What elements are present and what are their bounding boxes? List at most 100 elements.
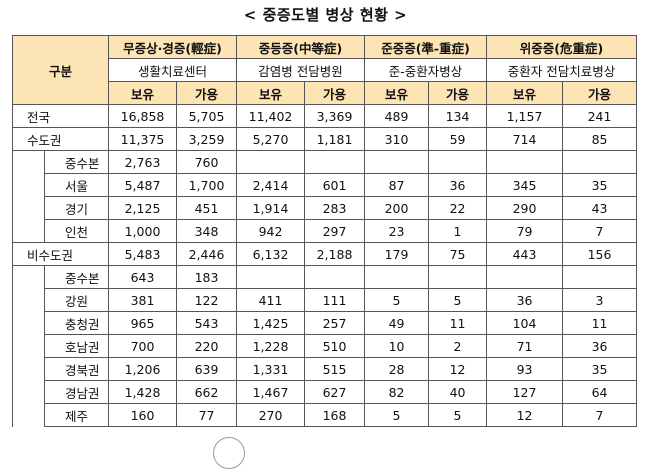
value-cell: 93 xyxy=(486,357,564,381)
value-cell xyxy=(428,150,488,174)
scroll-to-top-button[interactable] xyxy=(213,437,245,469)
value-cell xyxy=(304,265,366,289)
region-cell: 제주 xyxy=(43,403,110,427)
region-cell: 중수본 xyxy=(43,265,110,289)
region-cell: 수도권 xyxy=(11,127,110,151)
value-cell: 2 xyxy=(428,334,488,358)
value-cell: 2,414 xyxy=(236,173,306,197)
region-cell: 호남권 xyxy=(43,334,110,358)
value-cell: 200 xyxy=(364,196,430,220)
value-cell: 451 xyxy=(176,196,238,220)
value-cell xyxy=(236,265,306,289)
value-cell: 543 xyxy=(176,311,238,335)
value-cell: 5 xyxy=(428,288,488,312)
table-row: 전국 16,858 5,705 11,402 3,369 489 134 1,157 241 xyxy=(11,104,638,128)
value-cell: 40 xyxy=(428,380,488,404)
value-cell: 64 xyxy=(562,380,638,404)
value-cell xyxy=(364,150,430,174)
value-cell: 79 xyxy=(486,219,564,243)
value-cell: 1,228 xyxy=(236,334,306,358)
value-cell: 111 xyxy=(304,288,366,312)
value-cell: 134 xyxy=(428,104,488,128)
table-row: 경기 2,125 451 1,914 283 200 22 290 43 xyxy=(13,196,638,220)
table-row: 수도권 11,375 3,259 5,270 1,181 310 59 714 85 xyxy=(11,127,638,151)
value-cell: 411 xyxy=(236,288,306,312)
value-cell: 643 xyxy=(108,265,178,289)
severity-header: 중등증(中等症) xyxy=(236,35,366,59)
have-header: 보유 xyxy=(108,81,178,105)
value-cell: 127 xyxy=(486,380,564,404)
avail-header: 가용 xyxy=(176,81,238,105)
header-row-facility: 생활치료센터 감염병 전담병원 준-중환자병상 중환자 전담치료병상 xyxy=(13,58,638,82)
value-cell: 10 xyxy=(364,334,430,358)
severity-header: 준중증(準-重症) xyxy=(364,35,488,59)
value-cell: 36 xyxy=(428,173,488,197)
header-row-have-avail: 보유 가용 보유 가용 보유 가용 보유 가용 xyxy=(13,81,638,105)
value-cell: 2,763 xyxy=(108,150,178,174)
value-cell: 36 xyxy=(486,288,564,312)
value-cell: 3,369 xyxy=(304,104,366,128)
value-cell: 5,270 xyxy=(236,127,306,151)
value-cell: 290 xyxy=(486,196,564,220)
group-header: 구분 xyxy=(11,35,110,105)
region-cell: 비수도권 xyxy=(11,242,110,266)
value-cell: 71 xyxy=(486,334,564,358)
region-cell: 경북권 xyxy=(43,357,110,381)
header-row-severity: 구분 무증상·경증(輕症) 중등증(中等症) 준중증(準-重症) 위중증(危重症) xyxy=(11,35,638,105)
facility-header: 감염병 전담병원 xyxy=(236,58,366,82)
value-cell: 16,858 xyxy=(108,104,178,128)
severity-header: 무증상·경증(輕症) xyxy=(108,35,238,59)
value-cell: 75 xyxy=(428,242,488,266)
value-cell: 12 xyxy=(428,357,488,381)
value-cell: 7 xyxy=(562,403,638,427)
have-header: 보유 xyxy=(486,81,564,105)
value-cell: 1,914 xyxy=(236,196,306,220)
value-cell: 82 xyxy=(364,380,430,404)
value-cell xyxy=(562,265,638,289)
value-cell: 942 xyxy=(236,219,306,243)
table-row: 서울 5,487 1,700 2,414 601 87 36 345 35 xyxy=(13,173,638,197)
value-cell: 2,188 xyxy=(304,242,366,266)
region-cell: 경기 xyxy=(43,196,110,220)
value-cell: 23 xyxy=(364,219,430,243)
table-row: 제주 160 77 270 168 5 5 12 7 xyxy=(13,403,638,427)
value-cell: 5,483 xyxy=(108,242,178,266)
value-cell: 489 xyxy=(364,104,430,128)
value-cell: 283 xyxy=(304,196,366,220)
value-cell: 700 xyxy=(108,334,178,358)
value-cell: 639 xyxy=(176,357,238,381)
value-cell: 6,132 xyxy=(236,242,306,266)
value-cell: 59 xyxy=(428,127,488,151)
value-cell: 5,705 xyxy=(176,104,238,128)
region-cell: 강원 xyxy=(43,288,110,312)
value-cell: 965 xyxy=(108,311,178,335)
value-cell: 22 xyxy=(428,196,488,220)
facility-header: 생활치료센터 xyxy=(108,58,238,82)
value-cell: 3 xyxy=(562,288,638,312)
value-cell: 3,259 xyxy=(176,127,238,151)
value-cell: 11,375 xyxy=(108,127,178,151)
value-cell: 49 xyxy=(364,311,430,335)
value-cell: 270 xyxy=(236,403,306,427)
value-cell: 11 xyxy=(428,311,488,335)
value-cell xyxy=(486,265,564,289)
severity-header: 위중증(危重症) xyxy=(486,35,638,59)
value-cell: 12 xyxy=(486,403,564,427)
value-cell: 1,467 xyxy=(236,380,306,404)
value-cell: 443 xyxy=(486,242,564,266)
value-cell: 627 xyxy=(304,380,366,404)
value-cell: 85 xyxy=(562,127,638,151)
value-cell: 2,446 xyxy=(176,242,238,266)
facility-header: 준-중환자병상 xyxy=(364,58,488,82)
value-cell: 104 xyxy=(486,311,564,335)
table-row: 경남권 1,428 662 1,467 627 82 40 127 64 xyxy=(13,380,638,404)
value-cell: 310 xyxy=(364,127,430,151)
value-cell: 257 xyxy=(304,311,366,335)
indent-spacer xyxy=(12,265,45,427)
table-row: 중수본 643 183 xyxy=(12,265,638,427)
table-row: 충청권 965 543 1,425 257 49 11 104 11 xyxy=(13,311,638,335)
value-cell: 220 xyxy=(176,334,238,358)
value-cell: 241 xyxy=(562,104,638,128)
value-cell: 160 xyxy=(108,403,178,427)
region-cell: 중수본 xyxy=(43,150,110,174)
